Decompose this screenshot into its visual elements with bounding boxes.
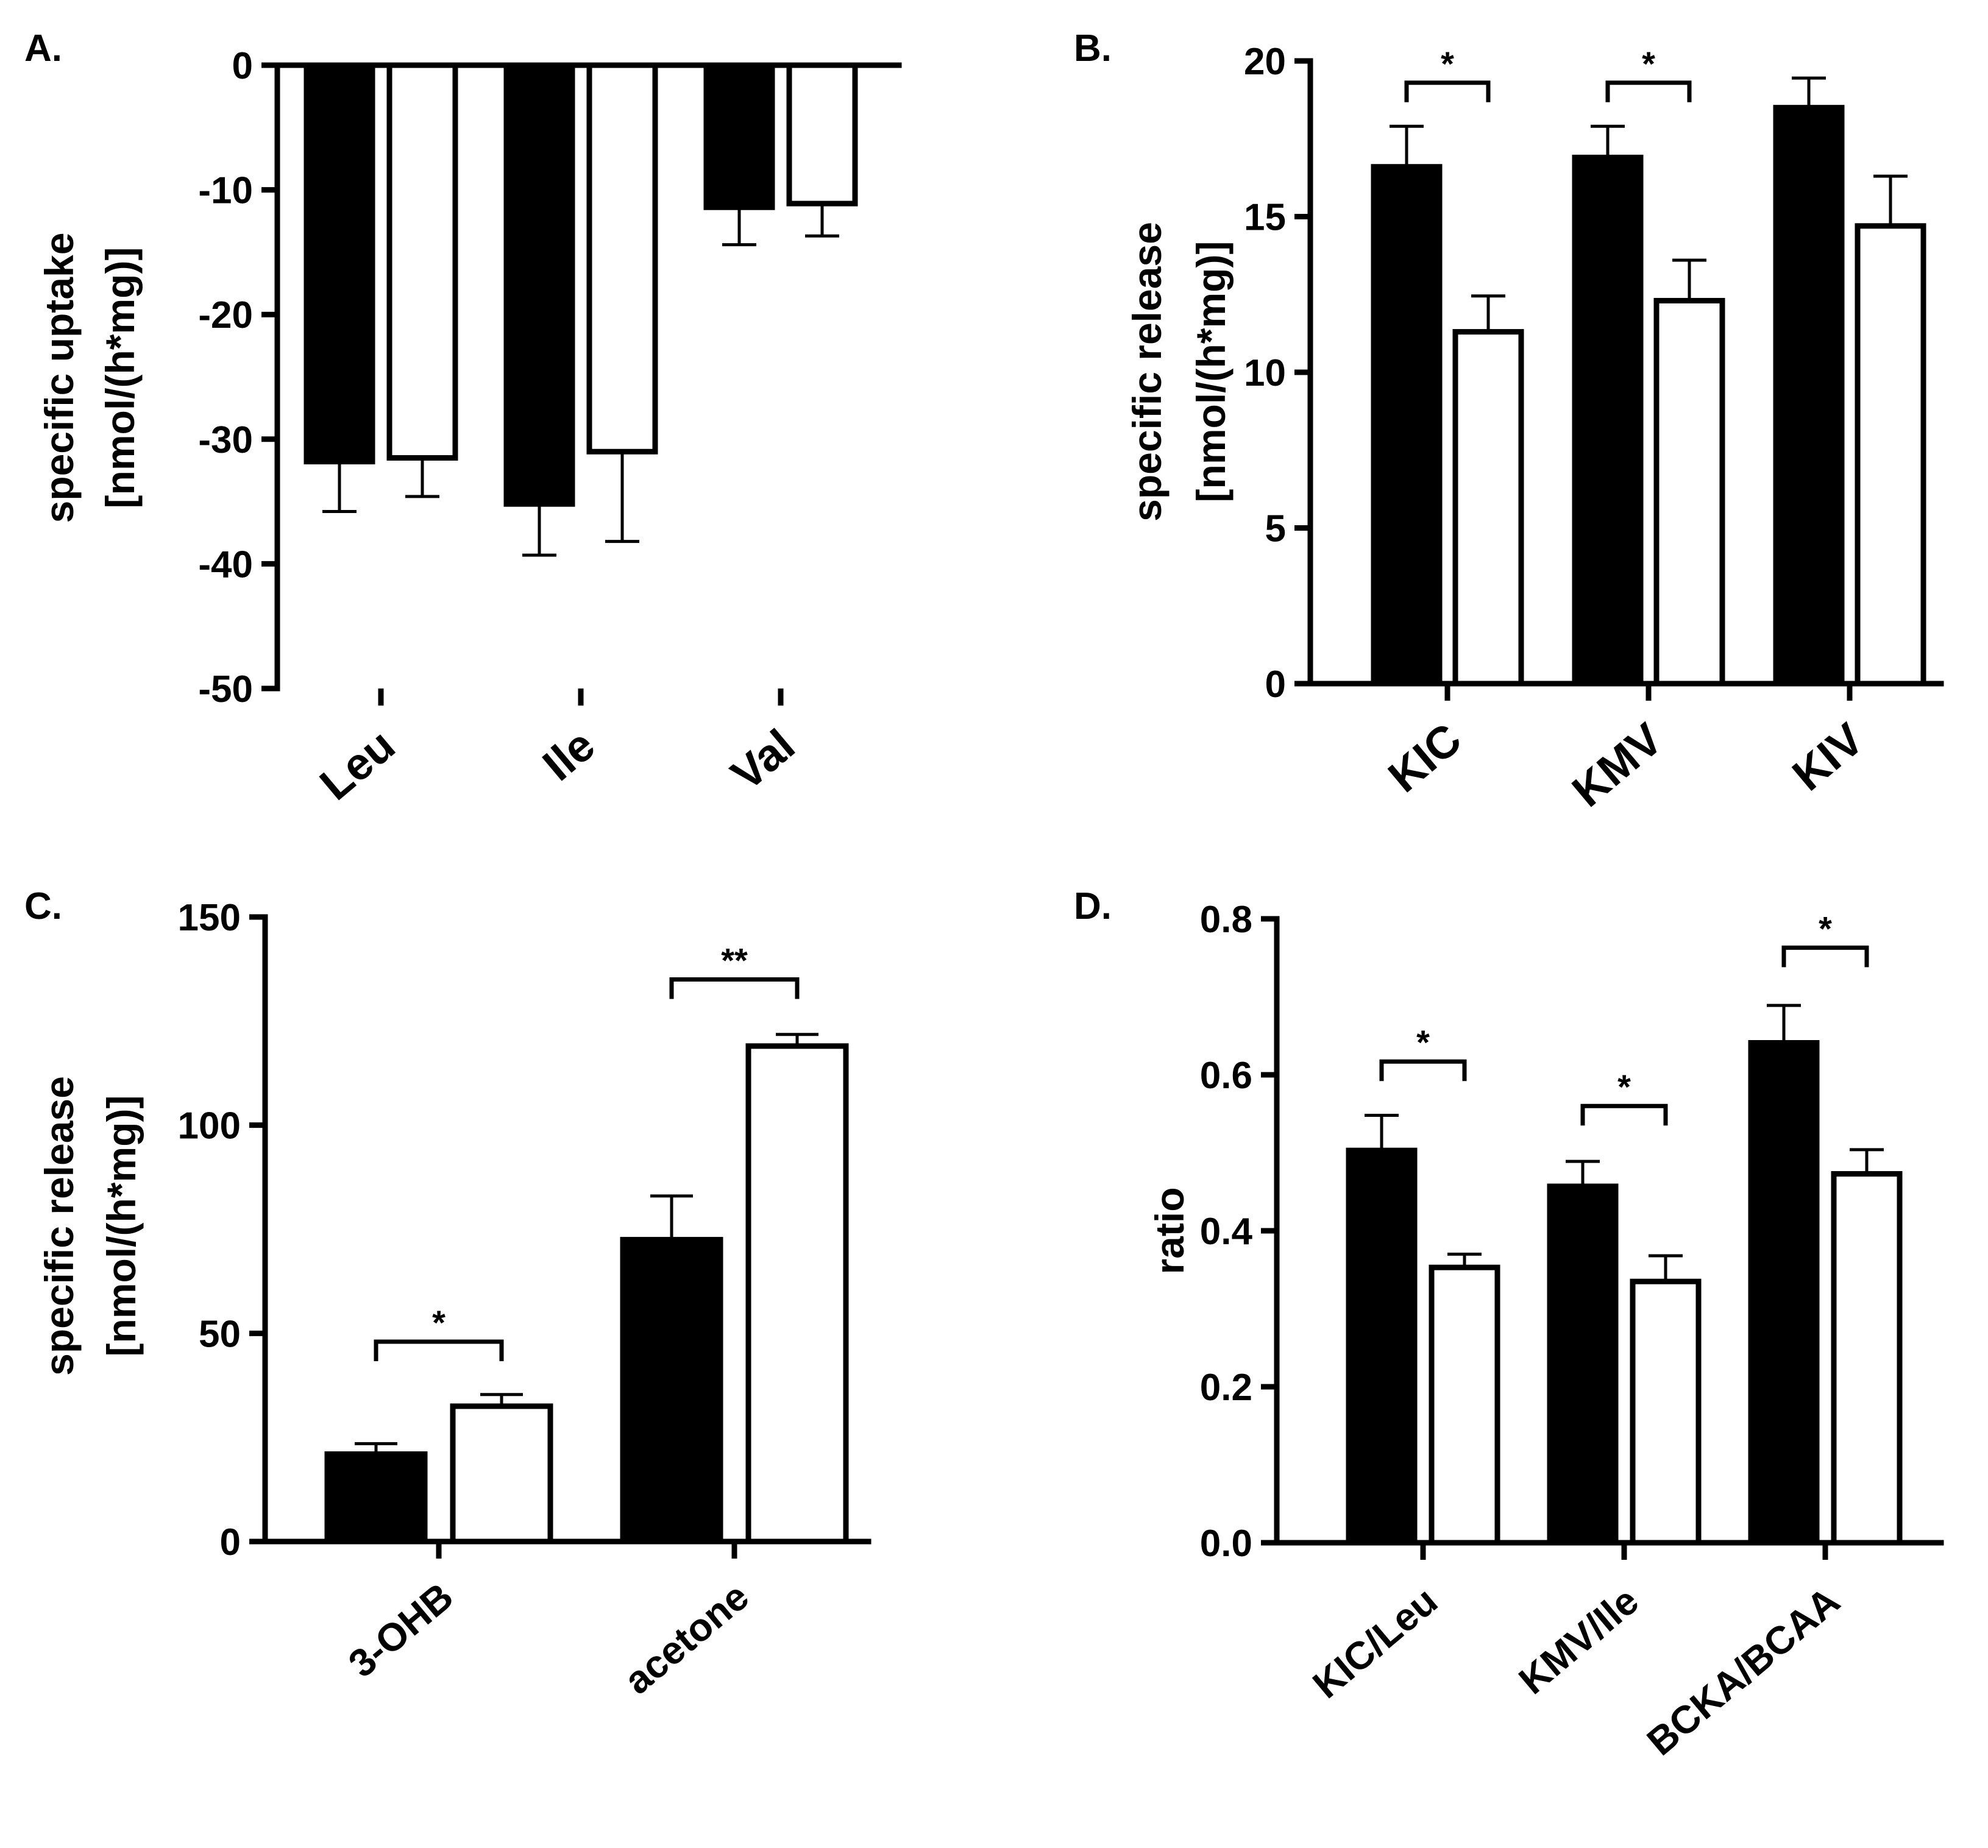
bar-treated bbox=[786, 62, 858, 207]
bar-treated bbox=[386, 62, 458, 461]
bar-treated bbox=[1452, 329, 1524, 687]
y-tick-label: 0 bbox=[220, 1521, 241, 1563]
significance-label: * bbox=[1642, 44, 1655, 83]
significance-bracket bbox=[1379, 1059, 1467, 1082]
bar-control bbox=[703, 62, 775, 210]
panel-a: A. specific uptake [nmol/(h*mg)] 0 -10 -20 -30… bbox=[24, 27, 902, 810]
y-tick-label: -50 bbox=[198, 668, 253, 710]
bar-control bbox=[304, 62, 375, 465]
y-tick-label: -30 bbox=[198, 419, 253, 461]
y-tick-label: 150 bbox=[178, 897, 241, 939]
bar-treated bbox=[586, 62, 658, 455]
bar-treated bbox=[1429, 1264, 1500, 1546]
significance-bracket bbox=[1580, 1103, 1668, 1126]
bar-treated bbox=[1855, 223, 1926, 687]
y-axis-title: ratio bbox=[1147, 1187, 1192, 1274]
y-tick-label: -10 bbox=[198, 170, 253, 212]
bar-control bbox=[1773, 105, 1845, 687]
significance-label: * bbox=[432, 1303, 446, 1342]
y-tick-label: 0.4 bbox=[1200, 1211, 1253, 1253]
significance-bracket bbox=[1404, 80, 1491, 102]
bar-treated bbox=[1630, 1278, 1702, 1546]
y-tick-label: 10 bbox=[1244, 352, 1286, 394]
y-tick-label: 50 bbox=[199, 1313, 241, 1355]
y-tick-label: 0.2 bbox=[1200, 1367, 1252, 1409]
y-tick-label: 15 bbox=[1244, 197, 1286, 239]
significance-bracket bbox=[374, 1339, 504, 1361]
significance-label: ** bbox=[721, 941, 748, 980]
y-tick-label: 0 bbox=[1265, 664, 1286, 706]
y-tick-label: 0 bbox=[232, 45, 253, 87]
y-tick-label: 20 bbox=[1244, 41, 1286, 83]
bar-control bbox=[1371, 164, 1443, 687]
bar-control bbox=[1572, 154, 1644, 687]
y-axis-title: specific uptake bbox=[37, 233, 82, 523]
bar-control bbox=[503, 62, 575, 507]
y-axis-title: [nmol/(h*mg)] bbox=[98, 247, 143, 509]
panel-letter: A. bbox=[24, 27, 62, 69]
y-tick-label: -20 bbox=[198, 294, 253, 336]
significance-label: * bbox=[1819, 909, 1832, 947]
panel-letter: B. bbox=[1074, 27, 1112, 69]
panel-b: B.specific release [nmol/(h*mg)]05101520K… bbox=[1074, 27, 1944, 816]
panel-letter: D. bbox=[1074, 885, 1112, 927]
y-tick-label: 5 bbox=[1265, 508, 1286, 550]
y-tick-label: -40 bbox=[198, 543, 253, 586]
y-axis-title: [nmol/(h*mg)] bbox=[1188, 241, 1234, 503]
y-axis-title: specific release bbox=[37, 1076, 82, 1376]
bar-treated bbox=[450, 1403, 553, 1545]
y-axis-title: specific release bbox=[1124, 222, 1170, 522]
y-axis-title: [nmol/(h*mg)] bbox=[99, 1096, 144, 1357]
bar-control bbox=[620, 1237, 723, 1545]
significance-bracket bbox=[669, 977, 800, 999]
bar-treated bbox=[745, 1043, 849, 1545]
significance-bracket bbox=[1781, 945, 1869, 968]
y-tick-label: 0.8 bbox=[1200, 899, 1252, 941]
y-tick-label: 0.6 bbox=[1200, 1055, 1252, 1097]
bar-treated bbox=[1831, 1171, 1903, 1546]
significance-label: * bbox=[1416, 1023, 1430, 1061]
bar-control bbox=[1547, 1183, 1619, 1546]
bar-control bbox=[324, 1451, 428, 1545]
bar-control bbox=[1748, 1040, 1820, 1546]
significance-label: * bbox=[1617, 1067, 1631, 1106]
bar-control bbox=[1346, 1147, 1418, 1546]
y-tick-label: 0.0 bbox=[1200, 1523, 1252, 1565]
y-tick-label: 100 bbox=[178, 1105, 241, 1147]
bar-treated bbox=[1653, 297, 1725, 687]
significance-bracket bbox=[1605, 80, 1692, 102]
significance-label: * bbox=[1441, 44, 1454, 83]
panel-letter: C. bbox=[24, 885, 62, 927]
